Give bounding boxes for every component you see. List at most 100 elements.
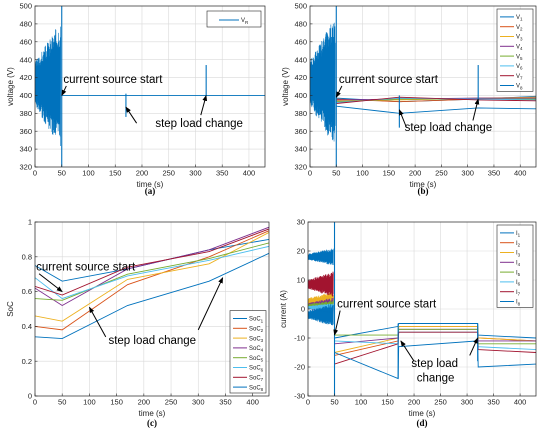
y-tick-label: 440 — [19, 55, 32, 64]
y-tick-label: 30 — [297, 218, 305, 227]
y-tick-label: 480 — [19, 19, 32, 28]
legend-label-subscript: 4 — [518, 262, 521, 267]
x-tick-label: 300 — [189, 169, 202, 178]
chart-panel: 0 50 100 150 200 250 300 350 400 -30 -20 -10 0 10 20 30… — [279, 218, 537, 428]
legend-label: VR — [241, 18, 249, 25]
x-axis-label: time (s) — [410, 180, 437, 189]
x-tick-label: 100 — [355, 398, 368, 407]
y-tick-label: 380 — [294, 109, 307, 118]
legend-label-subscript: 5 — [261, 358, 264, 363]
legend-label: I1 — [516, 231, 521, 238]
legend-label: I6 — [516, 280, 521, 287]
y-tick-label: -20 — [294, 363, 305, 372]
y-axis-label: SoC — [6, 301, 15, 317]
x-tick-label: 0 — [33, 169, 37, 178]
oscillation-trace — [308, 248, 334, 266]
annotation-arrow — [197, 277, 224, 331]
y-tick-label: 500 — [294, 2, 307, 11]
legend-label-subscript: R — [245, 20, 249, 25]
legend-label-main: I — [516, 280, 518, 286]
x-tick-label: 400 — [514, 169, 527, 178]
legend-label-subscript: 3 — [518, 252, 521, 257]
annotation-text: current source start — [36, 262, 136, 274]
y-tick-label: 440 — [294, 55, 307, 64]
annotation-text: step load change — [108, 335, 196, 347]
y-tick-label: 360 — [294, 127, 307, 136]
legend-label-main: V — [516, 74, 520, 80]
legend-label-main: I — [516, 270, 518, 276]
annotation-arrow — [472, 98, 480, 121]
x-tick-label: 50 — [58, 169, 66, 178]
legend-label-main: SoC — [249, 317, 261, 323]
panel-label: (d) — [417, 418, 428, 428]
series-line — [35, 242, 269, 301]
legend-label-subscript: 5 — [520, 56, 523, 61]
annotation-arrow — [333, 310, 341, 336]
annotation-text: step load change — [405, 122, 493, 134]
x-tick-label: 300 — [461, 398, 474, 407]
legend-label: SoC3 — [249, 336, 264, 343]
axes-box — [309, 5, 537, 168]
legend-label-main: V — [516, 15, 520, 21]
legend-label-main: I — [516, 300, 518, 306]
y-tick-label: 400 — [294, 91, 307, 100]
y-tick-label: 340 — [19, 145, 32, 154]
legend-label-main: I — [516, 290, 518, 296]
legend-label: SoC8 — [249, 385, 264, 392]
x-tick-label: 350 — [219, 398, 232, 407]
legend-box — [229, 310, 267, 394]
legend-label-subscript: 3 — [520, 36, 523, 41]
x-tick-label: 50 — [330, 398, 338, 407]
panel-label: (a) — [145, 186, 156, 196]
legend-label-subscript: 7 — [520, 76, 523, 81]
y-tick-label: 320 — [294, 163, 307, 172]
legend-label-subscript: 6 — [520, 66, 523, 71]
annotation-arrow — [61, 85, 67, 96]
series-line — [334, 323, 536, 339]
legend-label-main: SoC — [249, 356, 261, 362]
legend-label: SoC6 — [249, 366, 264, 373]
x-axis-label: time (s) — [139, 409, 166, 418]
x-tick-label: 100 — [356, 169, 369, 178]
legend-label-main: V — [241, 18, 245, 24]
annotation-arrow — [125, 106, 138, 124]
plot-area — [35, 226, 269, 340]
series-line — [334, 340, 536, 380]
x-tick-label: 0 — [308, 169, 312, 178]
series-line — [334, 331, 536, 365]
y-tick-label: 20 — [297, 247, 305, 256]
x-tick-label: 200 — [136, 169, 149, 178]
legend-label-subscript: 6 — [518, 282, 521, 287]
x-tick-label: 200 — [138, 398, 151, 407]
legend-label-subscript: 3 — [261, 338, 264, 343]
legend-label-main: V — [516, 45, 520, 51]
legend-label: V1 — [516, 15, 523, 22]
chart-panel: 0 50 100 150 200 250 300 350 400 320 340 360 380 400 4… — [281, 2, 537, 196]
legend-label: I3 — [516, 251, 521, 258]
y-tick-label: 320 — [19, 163, 32, 172]
x-axis-label: time (s) — [409, 409, 436, 418]
legend-label-main: SoC — [249, 385, 261, 391]
x-tick-label: 0 — [306, 398, 310, 407]
oscillation-trace — [308, 304, 334, 326]
legend-label-subscript: 4 — [261, 348, 264, 353]
annotation-arrow — [400, 340, 415, 362]
x-axis-label: time (s) — [137, 180, 164, 189]
plot-area — [308, 222, 536, 396]
legend-label: V3 — [516, 35, 523, 42]
x-tick-label: 200 — [409, 169, 422, 178]
legend-label: V7 — [516, 74, 523, 81]
annotation-arrow — [38, 273, 63, 292]
y-tick-label: 460 — [19, 37, 32, 46]
series-line — [35, 230, 269, 331]
y-tick-label: 420 — [19, 73, 32, 82]
legend-label: V8 — [516, 84, 523, 91]
x-tick-label: 200 — [408, 398, 421, 407]
legend-label-main: SoC — [249, 346, 261, 352]
x-tick-label: 250 — [434, 398, 447, 407]
legend-label: SoC1 — [249, 317, 264, 324]
legend-label-main: I — [516, 231, 518, 237]
series-line — [336, 105, 536, 114]
